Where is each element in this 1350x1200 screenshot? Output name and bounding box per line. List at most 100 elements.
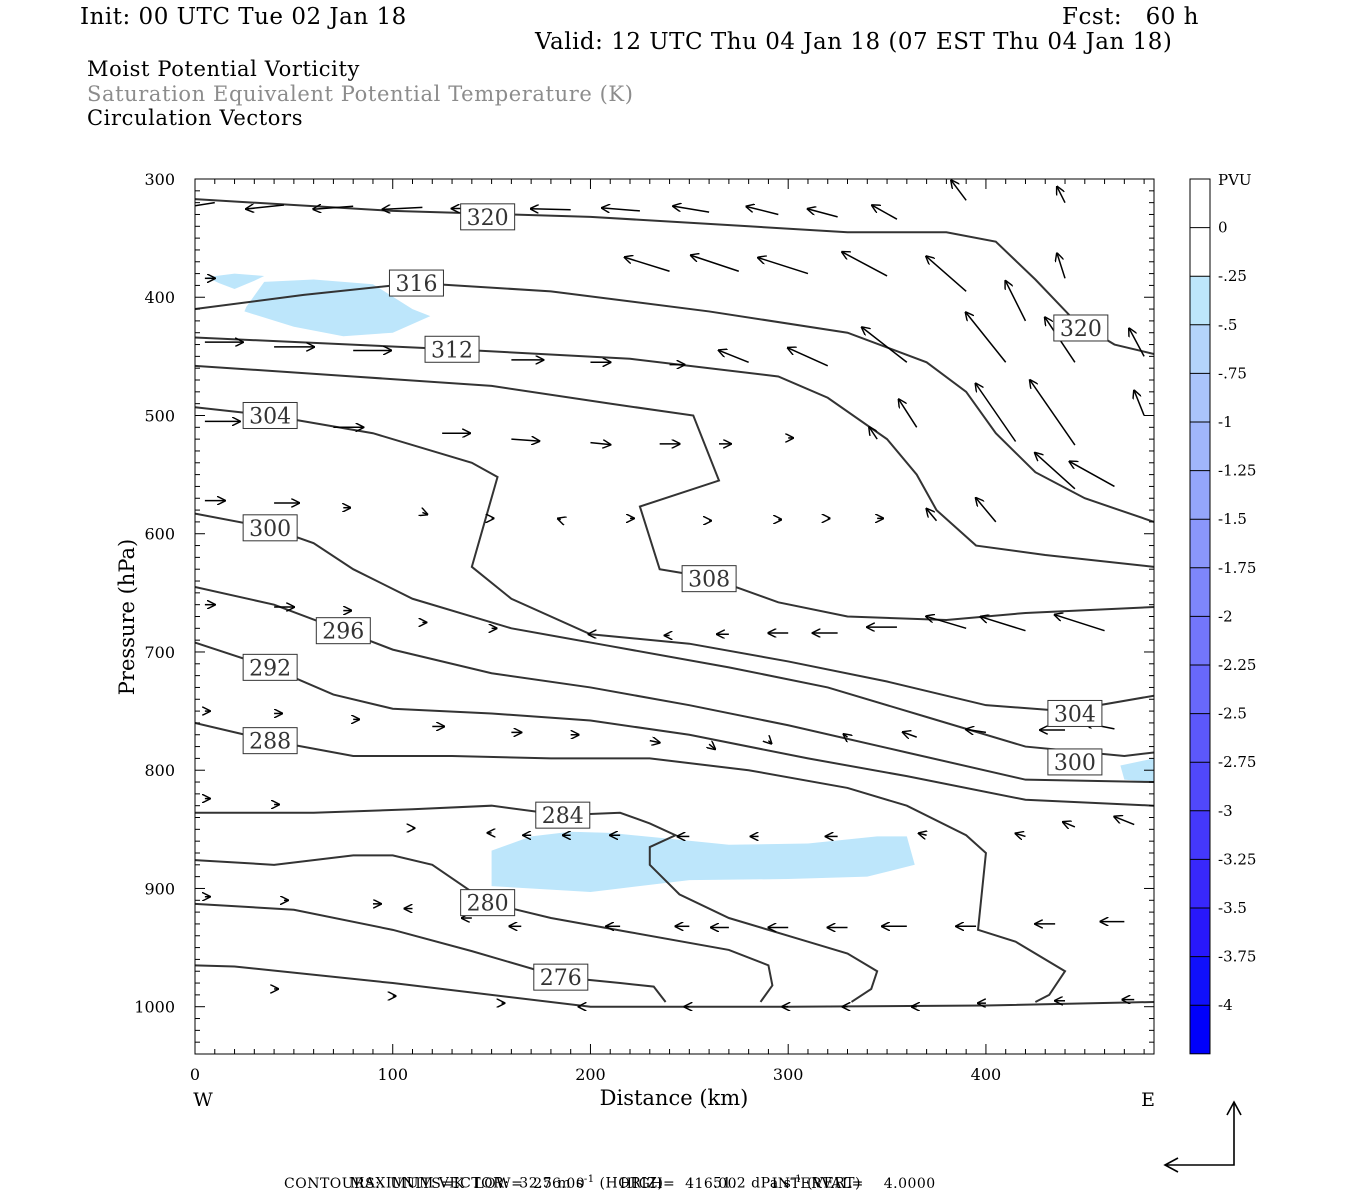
horiz-unit: (HORIZ) xyxy=(599,1175,664,1192)
contour-label-box xyxy=(681,565,737,593)
colorbar: PVU 0 -.25 -.5 -.75 -1 -1.25 -1.5 -1.75 -2 -2.25 -2… xyxy=(1189,171,1256,1055)
contour-label: 276 xyxy=(533,963,589,991)
circulation-vector xyxy=(673,206,710,213)
field-title-vectors: Circulation Vectors xyxy=(87,106,304,130)
circulation-vector xyxy=(1057,253,1066,279)
colorbar-label: -3.5 xyxy=(1218,899,1247,917)
circulation-vector xyxy=(926,616,967,630)
circulation-vector xyxy=(976,498,997,523)
circulation-vector xyxy=(709,744,715,749)
max-vector-line: MAXIMUM VECTOR: 32.5 m s-1 (HORIZ) 51.2 … xyxy=(340,1158,861,1192)
axes: 300 400 500 600 700 800 900 1000 0 100 200 300 400 Di… xyxy=(115,170,1155,1111)
colorbar-cell xyxy=(1190,956,1210,1006)
valid-time: Valid: 12 UTC Thu 04 Jan 18 (07 EST Thu … xyxy=(535,29,1173,55)
contour-label-text: 308 xyxy=(688,568,730,593)
contour-label-text: 284 xyxy=(542,804,584,829)
x-tick-label: 100 xyxy=(377,1065,408,1084)
circulation-vector xyxy=(590,443,610,445)
colorbar-label: -.75 xyxy=(1218,364,1247,382)
contour-label: 292 xyxy=(242,653,298,681)
colorbar-cell xyxy=(1190,519,1210,568)
circulation-vector xyxy=(602,208,640,211)
colorbar-cell xyxy=(1190,324,1210,374)
contour-label: 284 xyxy=(535,801,591,829)
circulation-vector xyxy=(758,258,809,275)
circulation-vector xyxy=(951,180,967,201)
circulation-vector xyxy=(903,732,917,737)
colorbar-cell xyxy=(1190,665,1210,714)
theta-e-contour xyxy=(195,336,1154,568)
horiz-value: 32.5 m s xyxy=(519,1175,584,1192)
colorbar-label: 0 xyxy=(1218,219,1228,237)
vert-exponent: -1 xyxy=(791,1174,803,1185)
colorbar-label: -.5 xyxy=(1218,316,1237,334)
circulation-vector xyxy=(531,209,571,210)
circulation-vector xyxy=(1015,833,1026,836)
contour-label-text: 276 xyxy=(540,966,582,991)
contour-label-box xyxy=(388,269,444,297)
colorbar-cell xyxy=(1190,908,1210,957)
theta-e-contour xyxy=(195,721,1067,1003)
contour-label: 320 xyxy=(1053,314,1109,342)
y-tick-label: 300 xyxy=(144,170,175,189)
contour-label: 280 xyxy=(460,889,516,917)
mpv-shading xyxy=(206,273,1154,893)
contour-label: 304 xyxy=(1047,699,1103,727)
circulation-vector xyxy=(966,312,1007,363)
circulation-vector xyxy=(926,509,938,522)
colorbar-cell xyxy=(1190,227,1210,277)
contour-label-box xyxy=(242,727,298,755)
circulation-vector xyxy=(649,741,660,743)
contour-label: 296 xyxy=(315,617,371,645)
contour-label-box xyxy=(460,203,516,231)
mpv-region xyxy=(206,273,265,289)
colorbar-cell xyxy=(1190,422,1210,471)
circulation-vector xyxy=(625,257,670,272)
y-tick-label: 600 xyxy=(144,525,175,544)
contour-label-text: 304 xyxy=(249,404,291,429)
circulation-vector xyxy=(899,399,918,428)
circulation-vector xyxy=(1005,281,1027,322)
colorbar-label: -.25 xyxy=(1218,267,1247,285)
y-tick-label: 500 xyxy=(144,406,175,425)
circulation-vector xyxy=(1114,817,1135,826)
circulation-vector xyxy=(246,205,285,209)
colorbar-label: -2.5 xyxy=(1218,705,1247,723)
y-tick-label: 800 xyxy=(144,761,175,780)
y-tick-label: 900 xyxy=(144,879,175,898)
colorbar-title: PVU xyxy=(1218,171,1252,189)
contour-label-text: 288 xyxy=(249,730,291,755)
y-tick-label: 700 xyxy=(144,643,175,662)
max-vector-label: MAXIMUM VECTOR: xyxy=(349,1175,510,1192)
circulation-vector xyxy=(919,833,927,835)
init-time: Init: 00 UTC Tue 02 Jan 18 xyxy=(80,4,407,30)
contour-label-box xyxy=(535,801,591,829)
colorbar-cell xyxy=(1190,567,1210,617)
contour-label-text: 296 xyxy=(322,620,364,645)
circulation-vector xyxy=(976,384,1017,442)
field-title-theta-e: Saturation Equivalent Potential Temperat… xyxy=(87,82,634,106)
contour-label-text: 280 xyxy=(467,892,509,917)
contour-label-text: 292 xyxy=(249,656,291,681)
colorbar-cell xyxy=(1190,859,1210,908)
contour-label: 316 xyxy=(388,269,444,297)
x-end-label-east: E xyxy=(1141,1089,1155,1111)
circulation-vector xyxy=(558,519,561,520)
theta-e-contour xyxy=(195,804,879,1003)
contour-label: 300 xyxy=(1047,748,1103,776)
circulation-vector xyxy=(926,256,967,292)
circulation-vector xyxy=(788,348,829,367)
colorbar-label: -1.75 xyxy=(1218,559,1256,577)
contour-label-box xyxy=(242,401,298,429)
contour-label: 320 xyxy=(460,203,516,231)
contour-label: 300 xyxy=(242,514,298,542)
colorbar-label: -1 xyxy=(1218,413,1233,431)
circulation-vector xyxy=(1035,453,1076,490)
circulation-vector xyxy=(719,350,749,363)
forecast-hour: Fcst: 60 h xyxy=(1062,4,1199,30)
circulation-vector xyxy=(1057,187,1066,203)
colorbar-label: -1.25 xyxy=(1218,462,1256,480)
contour-label-box xyxy=(533,963,589,991)
circulation-vector xyxy=(313,206,354,209)
circulation-vector xyxy=(511,439,539,441)
